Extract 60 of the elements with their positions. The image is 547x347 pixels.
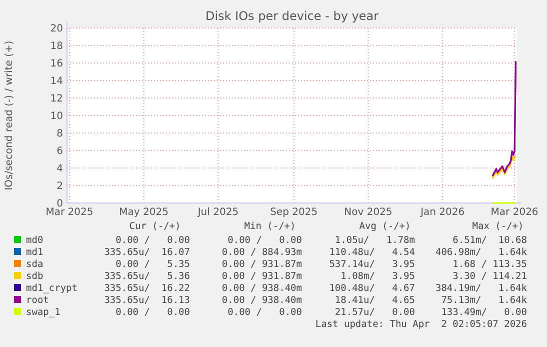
text: 335.65u/ 16.22 [104,283,190,294]
x-tick-label: Jul 2025 [196,207,239,218]
text: 0.00 / 0.00 [116,307,190,318]
chart-title: Disk IOs per device - by year [205,9,379,23]
text: Min (-/+) [244,221,296,232]
y-tick-label: 14 [50,76,63,87]
text: Max (-/+) [472,221,524,232]
x-tick-label: Nov 2025 [344,207,392,218]
x-tick-label: May 2025 [119,207,168,218]
y-tick-label: 18 [50,41,63,52]
text: 0.00 / 938.40m [222,283,302,294]
y-tick-label: 20 [50,24,63,34]
y-tick-label: 0 [56,198,63,210]
text: 0.00 / 884.93m [222,247,302,258]
text: Avg (-/+) [359,221,411,232]
text: 0.00 / 931.87m [222,271,302,282]
text: 406.98m/ 1.64k [435,247,528,258]
text: 537.14u/ 3.95 [329,259,415,270]
legend-label: root [26,295,49,306]
y-tick-label: 4 [56,164,63,174]
text: 3.30 / 114.21 [452,271,528,282]
text: 384.19m/ 1.64k [435,283,528,294]
text: Last update: Thu Apr 2 02:05:07 2026 [315,319,528,330]
text: 21.57u/ 0.00 [334,307,416,318]
y-tick-label: 10 [50,111,63,122]
text: Cur (-/+) [129,221,181,232]
text: 100.48u/ 4.67 [329,283,415,294]
legend-label: md0 [26,235,44,246]
text: 18.41u/ 4.65 [334,295,415,306]
x-tick-label: Jan 2026 [420,207,465,218]
text: 75.13m/ 1.64k [441,295,528,306]
legend-label: sda [26,259,44,270]
text: 0.00 / 0.00 [228,235,302,246]
text: 1.68 / 113.35 [452,259,527,270]
text: 6.51m/ 10.68 [452,235,528,246]
y-axis-title: IOs/second read (-) / write (+) [4,40,15,190]
text: 0.00 / 938.40m [222,295,302,306]
legend-label: md1_crypt [26,283,78,294]
x-tick-label: Mar 2026 [490,207,538,218]
text: 335.65u/ 16.07 [104,247,190,258]
text: 133.49m/ 0.00 [441,307,528,318]
y-tick-label: 12 [50,94,63,104]
text: 0.00 / 0.00 [116,235,190,246]
text: 335.65u/ 16.13 [104,295,190,306]
y-tick-label: 6 [56,146,63,157]
text: 0.00 / 5.35 [116,259,190,270]
x-tick-label: Sep 2025 [270,207,318,218]
y-tick-label: 16 [50,58,63,70]
y-tick-label: 2 [56,181,63,192]
text: 0.00 / 931.87m [222,259,302,270]
legend-label: sdb [26,271,44,282]
text: 110.48u/ 4.54 [329,247,416,258]
text: 1.05u/ 1.78m [334,235,416,246]
y-tick-label: 8 [56,128,63,140]
text: 1.08m/ 3.95 [340,271,415,282]
legend-label: md1 [26,247,44,258]
text: 335.65u/ 5.36 [104,271,190,282]
legend-label: swap_1 [26,307,61,318]
text: 0.00 / 0.00 [228,307,302,318]
x-tick-label: Mar 2025 [46,207,94,218]
